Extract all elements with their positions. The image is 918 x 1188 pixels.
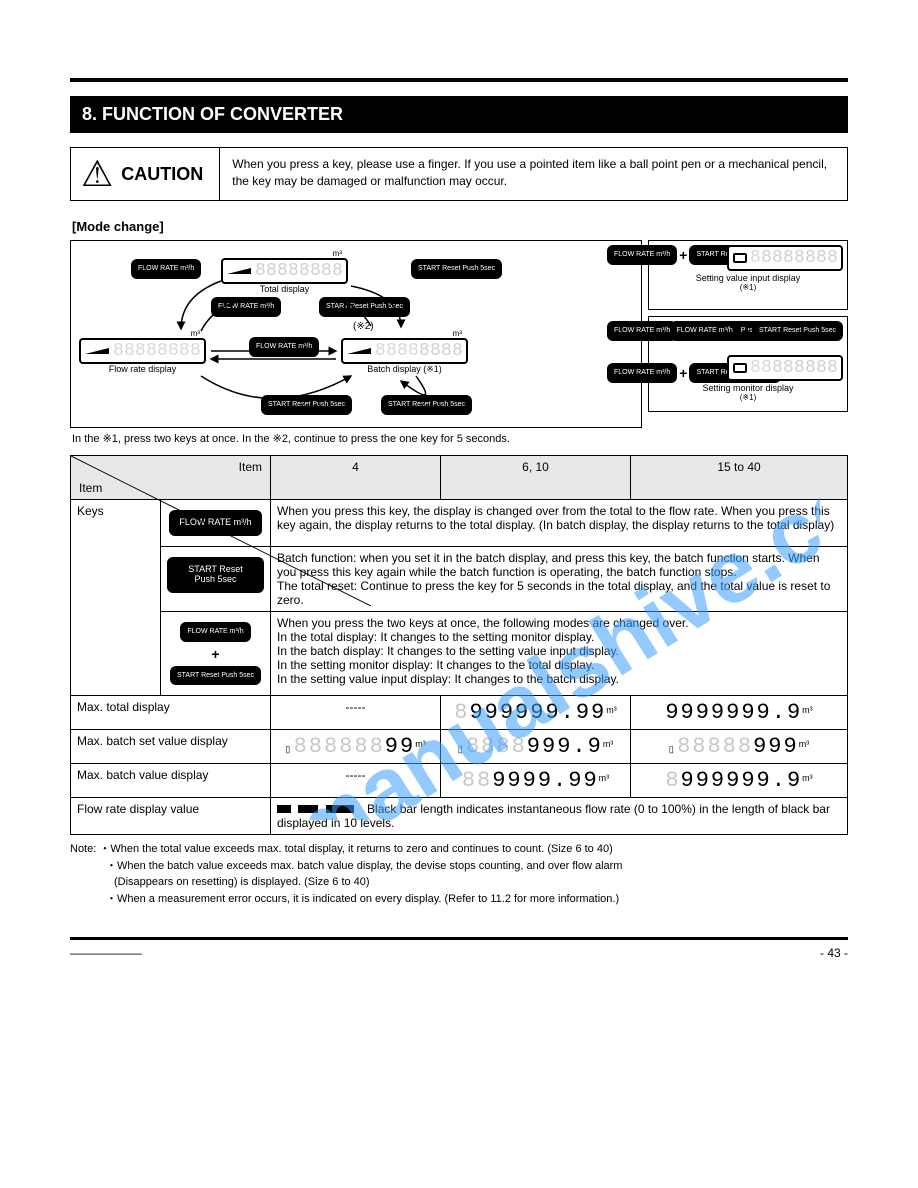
divider-top (70, 78, 848, 82)
flowrate-key-icon: FLOW RATE m³/h (607, 363, 677, 383)
max-total-4: ----- (271, 696, 441, 730)
flowrate-key-icon: FLOW RATE m³/h (607, 245, 677, 265)
flowrate-disp-cell: Black bar length indicates instantaneous… (271, 798, 848, 835)
page-number: - 43 - (820, 946, 848, 960)
warning-icon: ⚠ (81, 156, 113, 192)
max-total-6: 8999999.99m³ (441, 696, 631, 730)
diagram: m³ Total display m³ (70, 240, 848, 428)
notes: Note: ・When the total value exceeds max.… (70, 841, 848, 907)
row-max-batch-val: Max. batch value display (71, 764, 271, 798)
lcd-setinput-label: Setting value input display (653, 273, 843, 283)
combo-key-desc: When you press the two keys at once, the… (271, 611, 848, 695)
spec-table: Item Item 4 6, 10 15 to 40 Keys FLOW RAT… (70, 455, 848, 835)
caution-body: When you press a key, please use a finge… (220, 148, 847, 200)
col-size-6-10: 6, 10 (441, 456, 631, 500)
max-batchval-6: 889999.99m³ (441, 764, 631, 798)
page: manualshive.com EX.me.2552 '15.10.27 8. … (0, 0, 918, 1000)
footer: —————— - 43 - (70, 946, 848, 960)
diagram-arrows (71, 241, 641, 427)
flowrate-key-icon: FLOW RATE m³/h (180, 622, 250, 642)
max-total-15: 9999999.9m³ (631, 696, 848, 730)
max-batchset-6: ▯ 8888999.9m³ (441, 730, 631, 764)
caution-box: ⚠ CAUTION When you press a key, please u… (70, 147, 848, 201)
note-star1: (※1) (653, 393, 843, 402)
max-batchval-15: 8999999.9m³ (631, 764, 848, 798)
diagram-footnote: In the ※1, press two keys at once. In th… (72, 432, 848, 445)
max-batchset-15: ▯ 88888999m³ (631, 730, 848, 764)
divider-bottom (70, 937, 848, 940)
caution-label: CAUTION (121, 164, 203, 185)
row-max-total: Max. total display (71, 696, 271, 730)
diagram-right: FLOW RATE m³/h + START Reset Push 5sec S… (648, 240, 848, 428)
col-size-15-40: 15 to 40 (631, 456, 848, 500)
caution-icon-cell: ⚠ CAUTION (71, 148, 220, 200)
flowrate-key-icon: FLOW RATE m³/h (607, 321, 677, 341)
cell-combo-key: FLOW RATE m³/h + START Reset Push 5sec (161, 611, 271, 695)
note-star1: (※1) (653, 283, 843, 292)
start-key-icon: START Reset Push 5sec (170, 666, 261, 686)
max-batchval-4: ----- (271, 764, 441, 798)
lcd-setting-input (727, 245, 843, 271)
row-flowrate-disp: Flow rate display value (71, 798, 271, 835)
mode-change-label: [Mode change] (72, 219, 848, 234)
lcd-setting-monitor (727, 355, 843, 381)
max-batchset-4: ▯ 88888899m³ (271, 730, 441, 764)
diag-head: Item Item (71, 456, 271, 500)
doc-id: EX.me.2552 '15.10.27 (70, 60, 848, 72)
footer-left: —————— (70, 946, 142, 960)
start-key-icon: START Reset Push 5sec (752, 321, 843, 341)
diagram-left: m³ Total display m³ (70, 240, 642, 428)
section-title: 8. FUNCTION OF CONVERTER (70, 96, 848, 133)
row-max-batch-set: Max. batch set value display (71, 730, 271, 764)
flowrate-key-icon: FLOW RATE m³/h (670, 321, 740, 341)
plus-icon: + (211, 646, 219, 662)
lcd-setmon-label: Setting monitor display (653, 383, 843, 393)
